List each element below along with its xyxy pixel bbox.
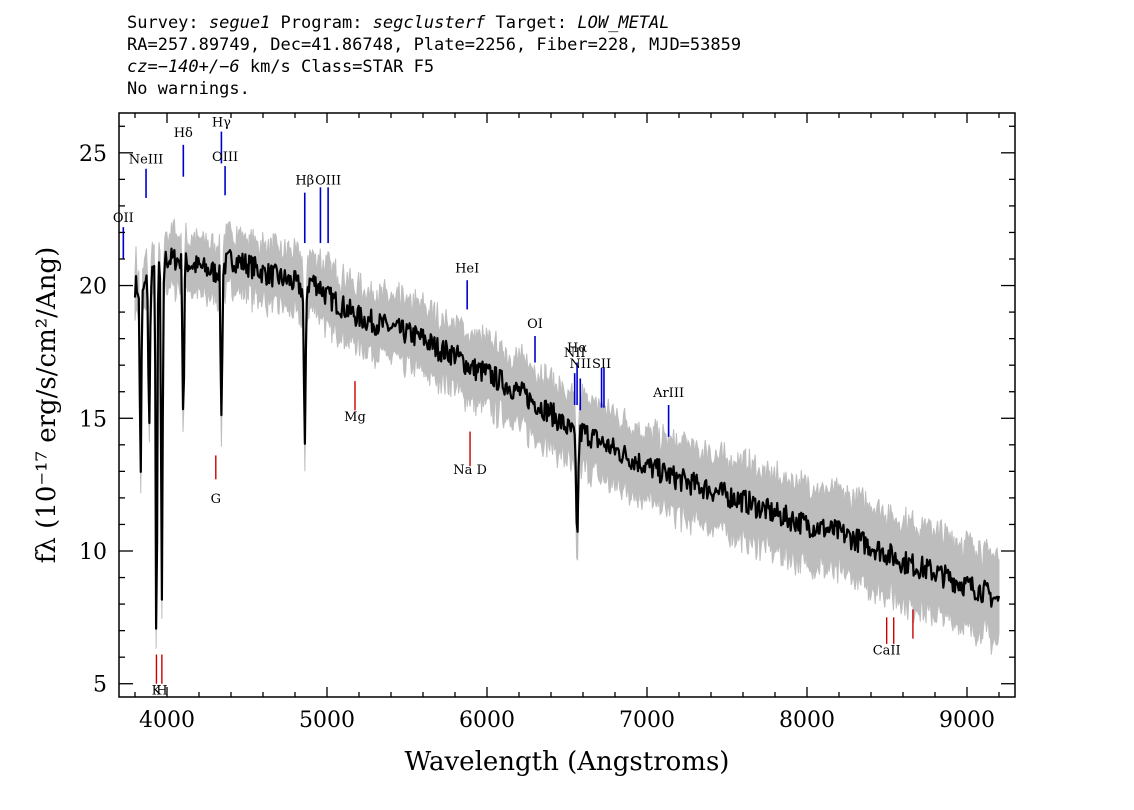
plot-frame	[118, 112, 1016, 698]
absorption-line-label: H	[156, 683, 167, 698]
y-tick-label: 25	[79, 142, 107, 167]
x-tick-label: 5000	[299, 708, 355, 733]
flux-series-line	[133, 247, 1001, 630]
x-tick-label: 6000	[459, 708, 515, 733]
header-line-redshift: cz=−140+/−6 km/s Class=STAR F5	[127, 57, 435, 77]
cz-value: cz=−140+/−6	[127, 57, 240, 77]
survey-value: segue1	[208, 13, 271, 33]
emission-line-label: Hδ	[174, 126, 193, 141]
absorption-line-label: Mg	[344, 410, 366, 425]
x-tick-label: 7000	[619, 708, 675, 733]
program-value: segclusterf	[372, 13, 486, 33]
x-tick-label: 8000	[779, 708, 835, 733]
absorption-line-label: Na D	[453, 463, 487, 478]
y-tick-label: 20	[79, 275, 107, 300]
absorption-line-label: CaII	[873, 644, 901, 659]
header-line-survey: Survey: segue1 Program: segclusterf Targ…	[127, 13, 670, 33]
error-band	[134, 218, 1000, 655]
x-tick-label: 9000	[939, 708, 995, 733]
x-tick-label: 4000	[139, 708, 195, 733]
x-axis-label: Wavelength (Angstroms)	[405, 747, 730, 777]
emission-line-label: Hβ	[295, 174, 314, 189]
y-tick-label: 10	[79, 540, 107, 565]
emission-line-label: HeI	[455, 261, 479, 276]
emission-line-label: Hα	[567, 341, 587, 356]
y-tick-label: 15	[79, 407, 107, 432]
emission-line-label: OIII	[212, 150, 238, 165]
header-line-warnings: No warnings.	[127, 79, 250, 99]
target-value: LOW_METAL	[577, 13, 670, 33]
emission-line-label: ArIII	[652, 386, 684, 401]
flux-layer	[133, 247, 1001, 630]
emission-line-label: Hγ	[212, 115, 231, 130]
emission-line-label: OIII	[315, 174, 341, 189]
y-axis-label: fλ (10⁻¹⁷ erg/s/cm²/Ang)	[32, 247, 62, 563]
absorption-line-label: K	[152, 683, 162, 698]
emission-line-label: OI	[527, 317, 543, 332]
emission-line-label: NeIII	[129, 152, 163, 167]
emission-line-label: SII	[592, 357, 611, 372]
y-tick-label: 5	[93, 673, 107, 698]
emission-line-label: NII	[564, 346, 586, 361]
axis-ticks: 4000 5000 6000 7000 8000 9000 5 10 15 20 25	[79, 113, 1015, 733]
emission-line-label: OII	[113, 211, 134, 226]
header-line-coordinates: RA=257.89749, Dec=41.86748, Plate=2256, …	[127, 35, 742, 55]
error-band-layer	[134, 218, 1000, 655]
emission-line-label: NII	[569, 357, 591, 372]
spectrum-header: Survey: segue1 Program: segclusterf Targ…	[127, 12, 741, 100]
absorption-line-label: G	[211, 492, 221, 507]
